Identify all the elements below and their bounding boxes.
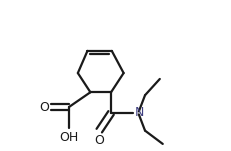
- Text: O: O: [39, 101, 49, 114]
- Text: N: N: [134, 106, 144, 119]
- Text: O: O: [94, 134, 104, 147]
- Text: OH: OH: [59, 131, 79, 144]
